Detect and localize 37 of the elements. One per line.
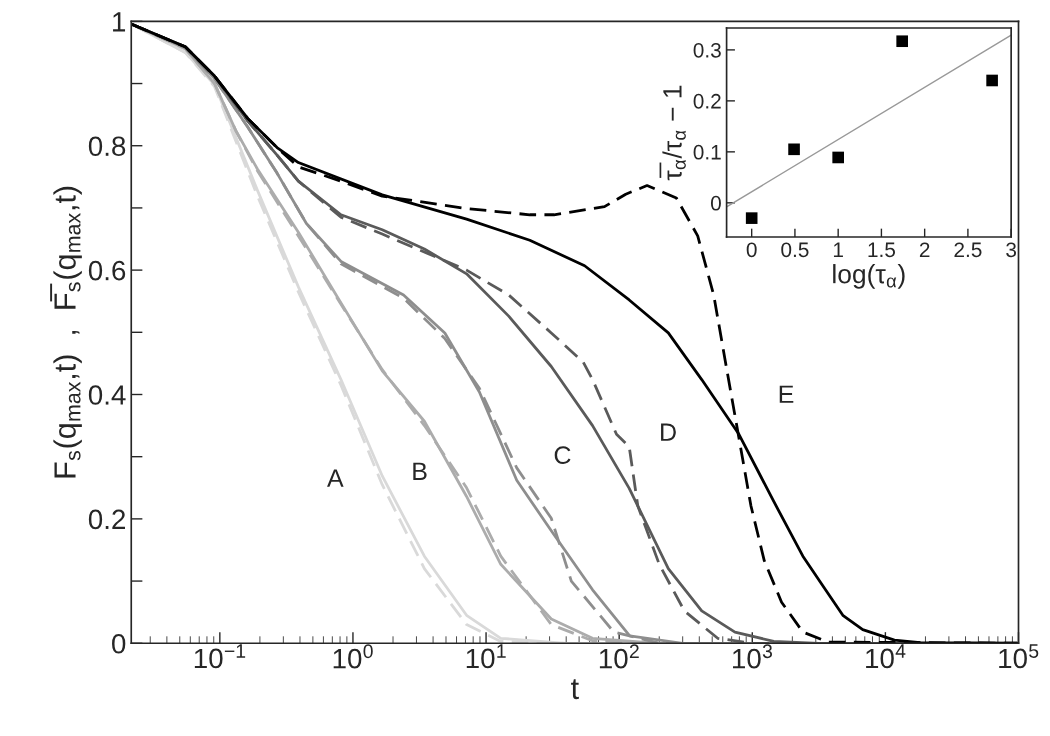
x-tick-label: 10$^{4}$ xyxy=(866,644,906,669)
point xyxy=(788,143,800,156)
y-tick-label: 1 xyxy=(113,12,126,32)
x-tick-label: 0 xyxy=(746,242,757,258)
x-tick-label: 2.5 xyxy=(954,242,982,258)
x-tick-label: 0.5 xyxy=(781,242,809,258)
x-tick-label: 1 xyxy=(833,242,843,257)
y-tick-label: 0.3 xyxy=(693,42,721,58)
y-tick-label: 0.1 xyxy=(693,144,721,160)
x-tick-label: 3 xyxy=(1006,242,1017,258)
y-axis-title: τ̅$_{α}$/τ$_{α}$ − 1 xyxy=(659,85,686,181)
x-tick-label: 10$^{3}$ xyxy=(733,644,772,669)
annotation: C xyxy=(554,446,571,465)
x-axis-title: t xyxy=(571,679,579,700)
y-tick-label: 0.2 xyxy=(88,509,125,530)
point xyxy=(832,151,844,164)
text: F$_{s}$(q$_{max}$,t) , F̅$_{s}$(q$_{max}$,t) xyxy=(50,186,82,478)
x-tick-label: 10$^{1}$ xyxy=(466,644,506,669)
point xyxy=(745,212,758,224)
x-tick-label: 10$^{2}$ xyxy=(599,644,639,669)
annotation: E xyxy=(779,385,794,403)
x-axis-title: log(τ$_{α}$) xyxy=(833,264,905,289)
annotation: D xyxy=(661,423,676,441)
y-tick-label: 0.8 xyxy=(88,136,126,157)
y-tick-label: 0.2 xyxy=(693,93,721,109)
annotation: A xyxy=(327,469,344,487)
x-tick-label: 1.5 xyxy=(868,242,896,258)
x-tick-label: 2 xyxy=(919,242,930,257)
point xyxy=(896,35,908,48)
x-tick-label: 10$^{0}$ xyxy=(333,644,373,669)
x-tick-label: 10$^{5}$ xyxy=(999,644,1039,669)
x-tick-label: 10$^{−1}$ xyxy=(194,644,246,669)
y-tick-label: 0.6 xyxy=(88,260,126,281)
point xyxy=(986,74,998,87)
annotation: B xyxy=(413,462,427,480)
y-tick-label: 0.4 xyxy=(88,385,126,405)
y-tick-label: 0 xyxy=(710,195,721,211)
